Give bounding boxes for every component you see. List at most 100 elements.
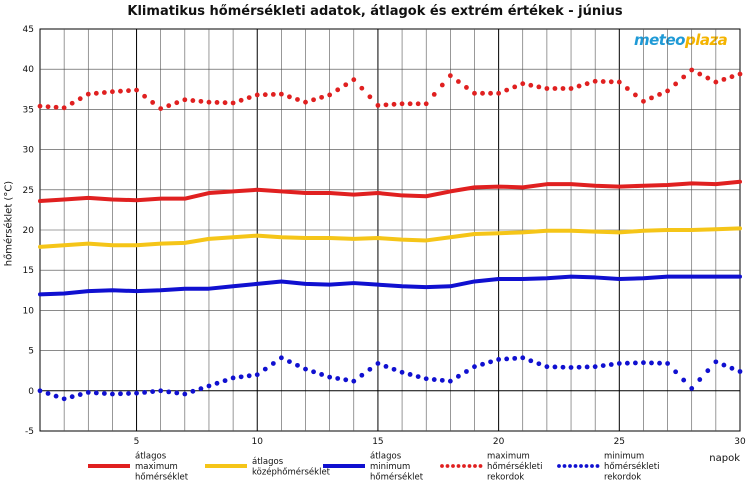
- record-point: [455, 373, 461, 379]
- record-point: [134, 390, 139, 396]
- record-point: [439, 82, 445, 88]
- record-point: [383, 364, 389, 369]
- legend-label: rekordok: [487, 473, 524, 483]
- record-point: [134, 87, 139, 93]
- legend-swatch-dot: [584, 464, 589, 468]
- record-point: [447, 378, 453, 384]
- grid: [39, 28, 741, 432]
- record-point: [110, 89, 115, 95]
- record-point: [182, 97, 188, 103]
- record-point: [391, 101, 397, 107]
- record-point: [295, 97, 300, 102]
- record-point: [319, 372, 325, 377]
- record-point: [399, 101, 405, 107]
- record-point: [246, 373, 252, 379]
- record-point: [407, 101, 413, 107]
- record-point: [431, 91, 437, 97]
- record-point: [85, 390, 91, 395]
- record-point: [118, 391, 123, 397]
- record-point: [657, 91, 662, 97]
- atlagos-maximum-homerseklet-line: [38, 179, 742, 204]
- legend-label: maximum: [135, 462, 178, 472]
- record-point: [464, 369, 469, 374]
- x-tick-label: 30: [734, 437, 746, 447]
- record-point: [118, 88, 123, 94]
- record-point: [37, 388, 43, 394]
- legend-label: átlagos: [252, 457, 284, 467]
- record-point: [343, 377, 349, 383]
- record-point: [488, 90, 493, 96]
- record-point: [262, 92, 268, 98]
- record-point: [633, 92, 638, 98]
- atlagos-minimum-homerseklet-line: [38, 274, 742, 297]
- atlagos-kozephomerseklet-line: [38, 226, 742, 249]
- record-point: [359, 85, 365, 91]
- record-point: [649, 360, 654, 366]
- record-point: [560, 364, 566, 370]
- record-point: [45, 391, 51, 396]
- legend-label: hőmérséklet: [135, 472, 189, 483]
- record-point: [126, 391, 131, 396]
- legend-label: minimum: [370, 462, 410, 472]
- record-point: [335, 376, 341, 381]
- record-point: [110, 391, 115, 397]
- record-point: [584, 81, 590, 87]
- minimum-homersekleti-rekordok-series: [37, 355, 743, 402]
- record-point: [351, 378, 357, 384]
- record-point: [174, 100, 180, 106]
- legend-label: középhőmérséklet: [252, 466, 331, 477]
- record-point: [351, 77, 357, 83]
- series-layer: [37, 67, 743, 402]
- y-tick-label: 5: [28, 347, 34, 357]
- record-point: [93, 390, 99, 396]
- record-point: [504, 356, 510, 362]
- record-point: [641, 98, 646, 104]
- record-point: [705, 368, 711, 374]
- chart-title: Klimatikus hőmérsékleti adatok, átlagok …: [127, 4, 623, 19]
- record-point: [705, 75, 711, 81]
- legend-label: maximum: [487, 452, 530, 462]
- record-point: [616, 361, 622, 366]
- record-point: [480, 361, 485, 367]
- logo-text-part2: plaza: [684, 31, 728, 49]
- record-point: [303, 366, 308, 372]
- record-point: [431, 377, 437, 382]
- record-point: [142, 93, 147, 99]
- record-point: [608, 362, 614, 367]
- record-point: [576, 364, 582, 370]
- record-point: [536, 361, 542, 367]
- record-point: [101, 391, 107, 396]
- legend-swatch-dot: [557, 464, 561, 468]
- record-point: [633, 360, 638, 366]
- record-point: [616, 79, 622, 85]
- y-tick-label: 20: [23, 226, 35, 236]
- record-point: [182, 391, 188, 397]
- record-point: [544, 86, 550, 91]
- record-point: [504, 87, 510, 93]
- y-tick-label: 45: [23, 25, 34, 35]
- legend-swatch-dot: [590, 464, 594, 468]
- record-point: [496, 357, 502, 362]
- record-point: [222, 378, 228, 384]
- meteoplaza-logo: meteoplaza: [634, 31, 728, 49]
- record-point: [375, 102, 381, 108]
- record-point: [69, 394, 75, 400]
- record-point: [624, 360, 630, 366]
- legend-swatch-dot: [595, 464, 600, 468]
- record-point: [270, 361, 276, 366]
- record-point: [206, 99, 212, 105]
- record-point: [254, 372, 260, 378]
- record-point: [713, 359, 719, 365]
- record-point: [287, 94, 292, 100]
- record-point: [552, 364, 558, 370]
- record-point: [608, 79, 614, 85]
- record-point: [415, 374, 421, 379]
- logo-text-part1: meteo: [634, 31, 685, 49]
- record-point: [343, 82, 349, 88]
- record-point: [335, 87, 341, 93]
- record-point: [198, 98, 204, 104]
- record-point: [496, 90, 502, 96]
- record-point: [681, 74, 687, 80]
- record-point: [624, 86, 630, 91]
